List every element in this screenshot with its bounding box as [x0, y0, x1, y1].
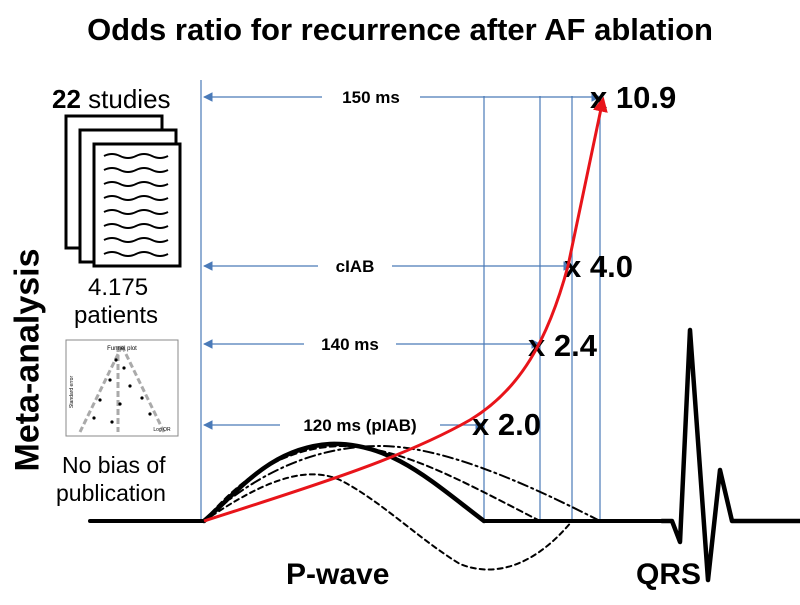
studies-label: 22 studies	[52, 84, 171, 115]
odds-curve	[203, 96, 608, 523]
study-documents-icon	[64, 114, 182, 268]
p-wave-main	[201, 441, 487, 524]
odds-150ms: x 10.9	[590, 80, 676, 115]
qrs-complex	[659, 327, 800, 583]
studies-count: 22	[52, 84, 81, 114]
duration-arrows	[203, 92, 601, 430]
p-wave-component-3	[203, 473, 573, 571]
p-wave-label: P-wave	[286, 558, 390, 591]
qrs-label: QRS	[636, 558, 702, 591]
bias-line-1: No bias of	[62, 452, 166, 478]
patients-label: patients	[74, 302, 159, 329]
meta-analysis-label-wrap: Meta-analysis	[8, 249, 48, 472]
threshold-ciab-label: cIAB	[336, 257, 375, 276]
meta-analysis-label: Meta-analysis	[8, 248, 47, 472]
threshold-120ms-label: 120 ms (pIAB)	[303, 416, 416, 435]
bias-line-2: publication	[56, 480, 166, 506]
studies-text: studies	[88, 84, 171, 114]
funnel-plot: Funnel plot Standard error Log OR	[65, 339, 179, 437]
threshold-140ms-label: 140 ms	[321, 335, 379, 354]
funnel-plot-ylabel: Standard error	[69, 376, 75, 409]
threshold-150ms-label: 150 ms	[342, 88, 400, 107]
ecg-trace	[88, 327, 800, 583]
diagram-title: Odds ratio for recurrence after AF ablat…	[87, 12, 713, 47]
funnel-plot-title: Funnel plot	[107, 346, 137, 352]
odds-ciab: x 4.0	[564, 249, 633, 284]
funnel-plot-xlabel: Log OR	[153, 427, 171, 433]
p-wave-component-2	[203, 445, 601, 522]
p-wave-component-1	[203, 445, 541, 522]
reference-lines	[200, 80, 601, 522]
patients-count: 4.175	[88, 274, 149, 301]
